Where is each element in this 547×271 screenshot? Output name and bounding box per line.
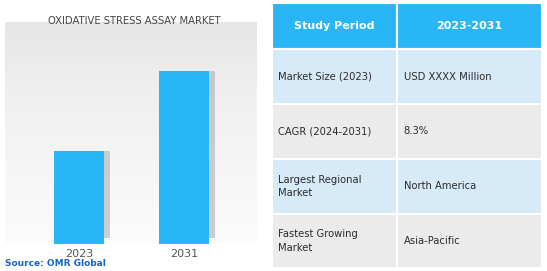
Text: USD XXXX Million: USD XXXX Million [404,72,491,82]
Text: Market Size (2023): Market Size (2023) [278,72,373,82]
Text: Asia-Pacific: Asia-Pacific [404,236,461,246]
Bar [60,151,110,238]
Text: Source: OMR Global: Source: OMR Global [5,259,106,268]
Bar [165,70,215,238]
Text: Study Period: Study Period [294,21,375,31]
Text: 8.3%: 8.3% [404,126,429,136]
Text: Largest Regional
Market: Largest Regional Market [278,175,362,198]
Text: 2023-2031: 2023-2031 [437,21,503,31]
Text: North America: North America [404,181,476,191]
Bar [54,151,104,244]
Text: OXIDATIVE STRESS ASSAY MARKET: OXIDATIVE STRESS ASSAY MARKET [48,16,220,26]
Text: Fastest Growing
Market: Fastest Growing Market [278,229,358,253]
Text: CAGR (2024-2031): CAGR (2024-2031) [278,126,371,136]
Bar [159,70,209,244]
